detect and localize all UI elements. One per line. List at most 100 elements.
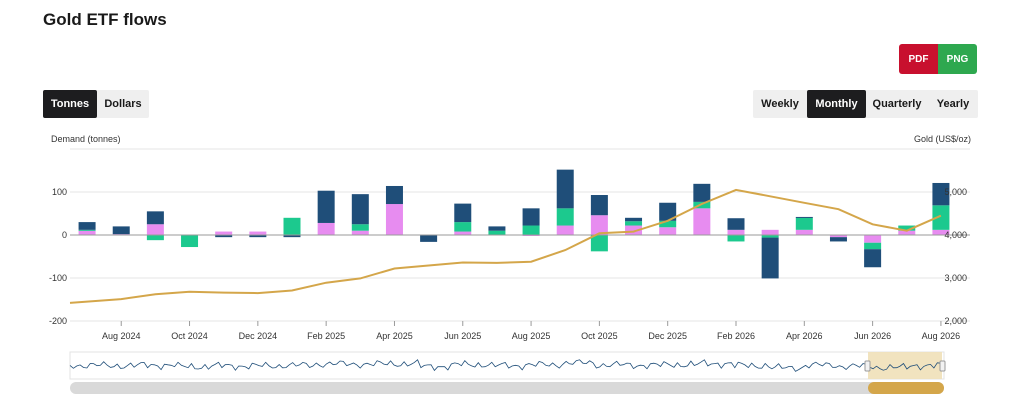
bar-series2 <box>693 201 711 209</box>
bar-series3 <box>146 224 164 235</box>
y-axis-left-title: Demand (tonnes) <box>51 134 121 144</box>
scrollbar-track <box>70 382 944 394</box>
x-tick-label: Dec 2024 <box>239 331 278 341</box>
x-tick-label: Oct 2024 <box>171 331 208 341</box>
bar-series2 <box>727 235 745 242</box>
bar-series1 <box>283 235 301 238</box>
bar-series1 <box>385 185 403 205</box>
bar-series2 <box>351 224 369 231</box>
bar-series1 <box>795 216 813 218</box>
bar-series2 <box>761 235 779 238</box>
bar-series3 <box>932 229 950 235</box>
y-left-tick: 100 <box>52 187 67 197</box>
bar-series1 <box>522 208 540 226</box>
bar-series3 <box>454 231 472 235</box>
bar-series2 <box>795 217 813 230</box>
x-tick-label: Apr 2026 <box>786 331 823 341</box>
scrollbar <box>70 382 944 394</box>
bar-series3 <box>625 225 643 235</box>
bar-series1 <box>829 237 847 242</box>
x-tick-label: Aug 2024 <box>102 331 141 341</box>
gold-price-line <box>69 188 942 304</box>
bar-series1 <box>625 217 643 222</box>
x-tick-label: Apr 2025 <box>376 331 413 341</box>
y-right-tick: 2,000 <box>944 316 967 326</box>
bar-series1 <box>454 203 472 223</box>
bar-series2 <box>146 235 164 241</box>
bar-series1 <box>146 211 164 225</box>
bar-series1 <box>693 183 711 202</box>
x-tick-label: Feb 2025 <box>307 331 345 341</box>
bar-series2 <box>454 222 472 232</box>
export-pdf-button[interactable]: PDF <box>899 44 938 74</box>
bar-series2 <box>864 242 882 250</box>
bar-series3 <box>215 231 233 235</box>
x-tick-label: Aug 2025 <box>512 331 551 341</box>
bar-series3 <box>249 231 267 235</box>
bar-series3 <box>761 229 779 235</box>
period-toggle: Weekly Monthly Quarterly Yearly <box>753 90 978 118</box>
period-option-yearly[interactable]: Yearly <box>936 98 970 110</box>
export-png-button[interactable]: PNG <box>938 44 977 74</box>
period-option-quarterly[interactable]: Quarterly <box>872 98 922 110</box>
bar-series2 <box>590 235 608 252</box>
x-tick-label: Jun 2026 <box>854 331 891 341</box>
y-left-tick: -200 <box>49 316 67 326</box>
y-axis-right-title: Gold (US$/oz) <box>913 134 971 144</box>
bar-series2 <box>283 217 301 235</box>
bar-series1 <box>590 195 608 216</box>
y-right-tick: 3,000 <box>944 273 967 283</box>
bar-series2 <box>625 221 643 226</box>
y-left-tick: 0 <box>62 230 67 240</box>
bar-series2 <box>932 205 950 230</box>
bar-series2 <box>659 220 677 228</box>
bar-series2 <box>181 235 199 248</box>
bar-series3 <box>317 222 335 235</box>
bar-series1 <box>488 226 506 231</box>
navigator <box>69 351 946 380</box>
x-tick-label: Aug 2026 <box>922 331 961 341</box>
bar-series1 <box>864 249 882 268</box>
period-option-monthly[interactable]: Monthly <box>807 90 866 118</box>
bar-series1 <box>761 237 779 279</box>
x-tick-label: Jun 2025 <box>444 331 481 341</box>
navigator-line <box>69 359 945 372</box>
bar-series3 <box>351 230 369 235</box>
x-tick-label: Oct 2025 <box>581 331 618 341</box>
scrollbar-thumb[interactable] <box>868 382 944 394</box>
bar-series2 <box>898 225 916 231</box>
units-toggle: Tonnes Dollars <box>43 90 149 118</box>
bar-series1 <box>420 235 438 242</box>
bar-series3 <box>78 230 96 235</box>
y-right-tick-labels: 2,000 3,000 4,000 5,000 <box>944 187 967 326</box>
bar-series1 <box>659 202 677 221</box>
bar-series1 <box>317 190 335 223</box>
navigator-handle-right <box>939 360 946 372</box>
x-tick-label: Feb 2026 <box>717 331 755 341</box>
bar-series3 <box>659 227 677 235</box>
bar-series3 <box>385 204 403 235</box>
bar-series3 <box>864 235 882 243</box>
x-tick-label: Dec 2025 <box>648 331 687 341</box>
bar-series3 <box>556 225 574 235</box>
bar-series1 <box>249 235 267 238</box>
bar-series1 <box>112 226 130 235</box>
bar-series1 <box>556 169 574 209</box>
bar-series1 <box>78 222 96 230</box>
x-tick-labels: Aug 2024 Oct 2024 Dec 2024 Feb 2025 Apr 2025… <box>102 321 960 341</box>
bar-series2 <box>556 208 574 226</box>
navigator-handle-left <box>864 360 871 372</box>
units-option-tonnes[interactable]: Tonnes <box>43 90 97 118</box>
chart-title: Gold ETF flows <box>43 10 167 29</box>
bar-series1 <box>215 235 233 238</box>
bar-series2 <box>522 225 540 235</box>
bar-series3 <box>795 229 813 235</box>
bar-series3 <box>727 229 745 235</box>
units-option-dollars[interactable]: Dollars <box>104 98 142 110</box>
bar-series2 <box>488 230 506 235</box>
bars-layer <box>78 169 950 279</box>
period-option-weekly[interactable]: Weekly <box>761 98 799 110</box>
y-right-tick: 4,000 <box>944 230 967 240</box>
bar-series3 <box>693 208 711 235</box>
